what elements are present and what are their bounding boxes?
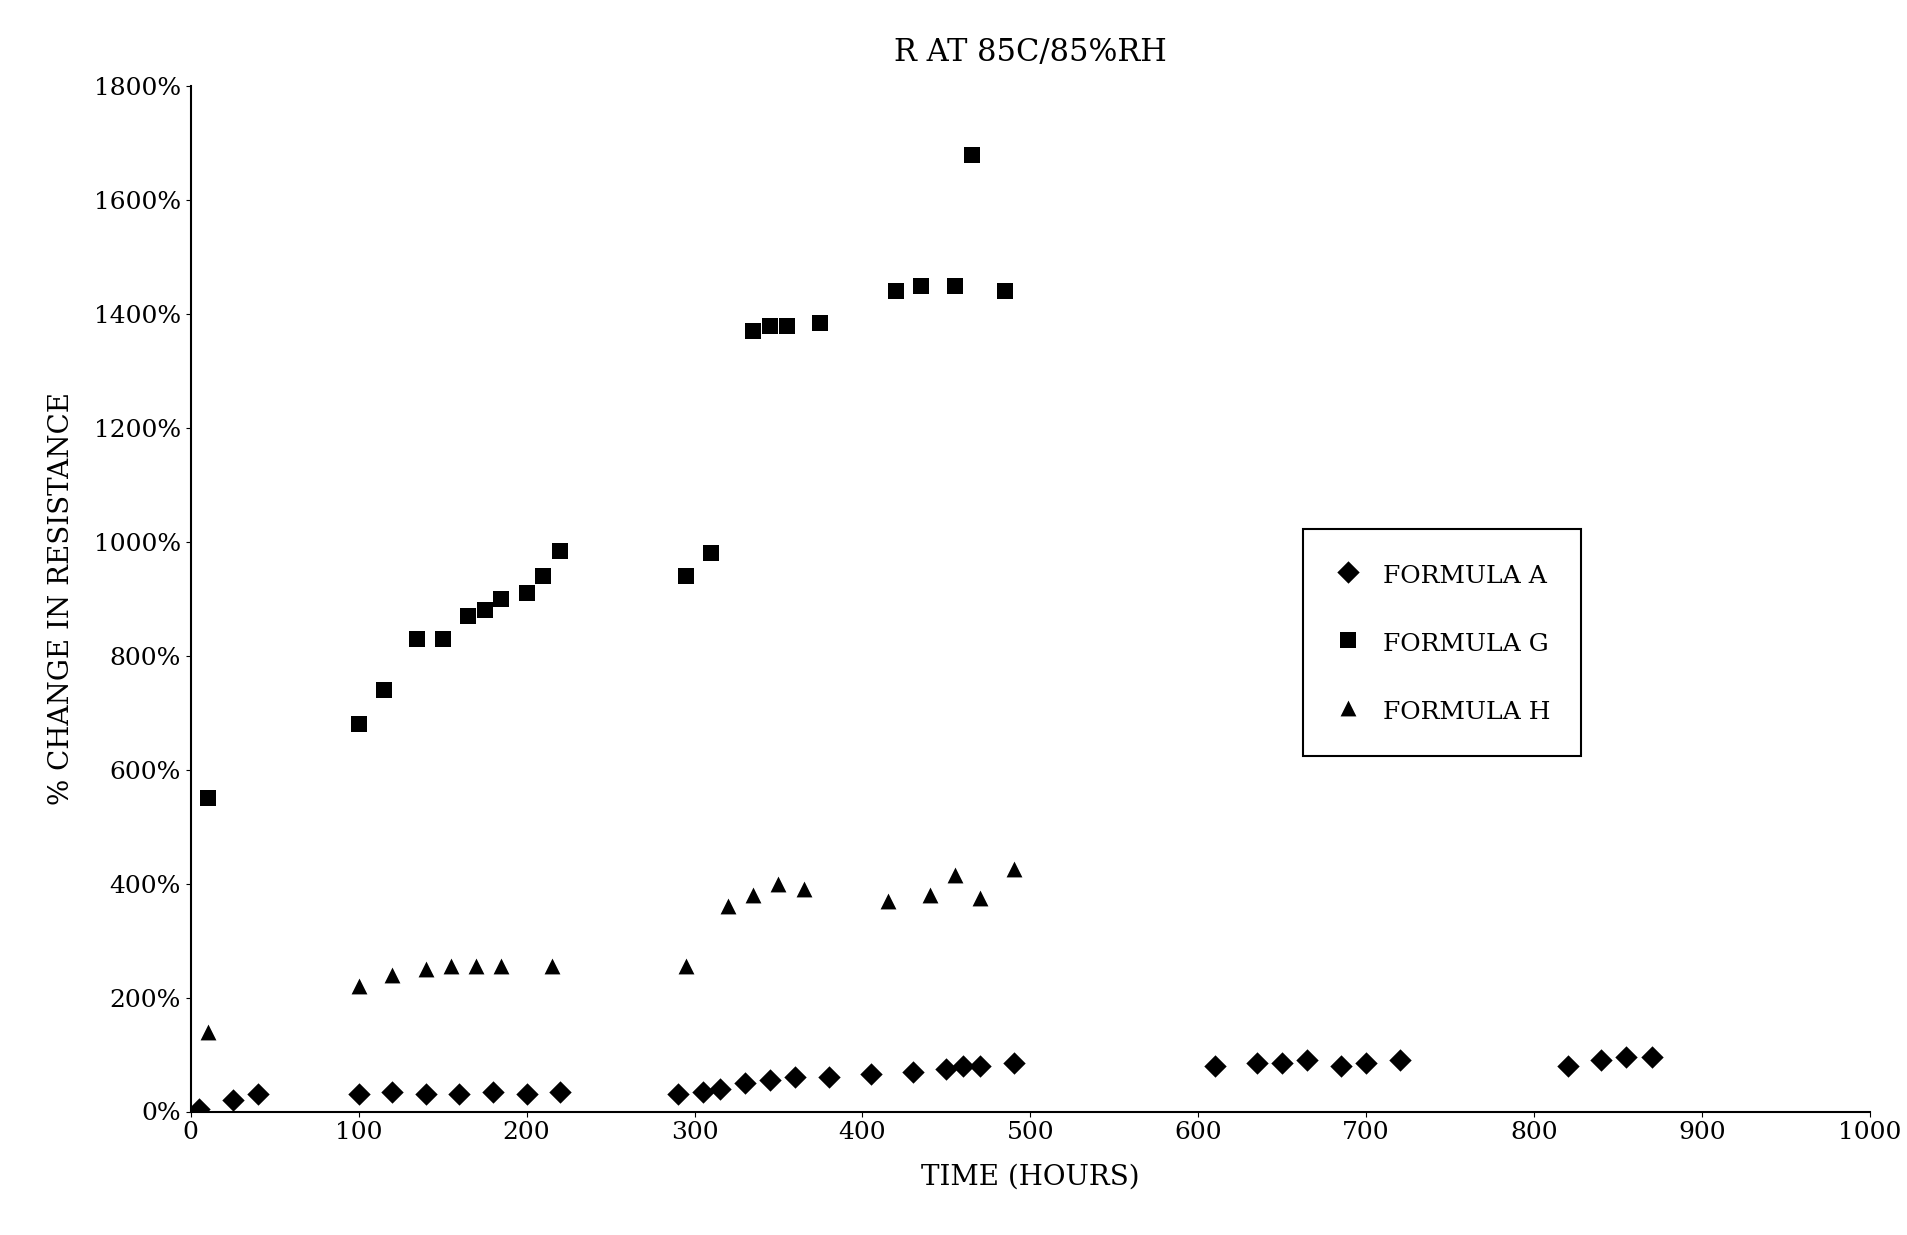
FORMULA A	[728, 1073, 759, 1093]
FORMULA H	[378, 965, 408, 984]
FORMULA H	[486, 956, 517, 976]
FORMULA G	[906, 275, 936, 295]
FORMULA A	[1585, 1050, 1615, 1070]
FORMULA A	[410, 1084, 441, 1104]
FORMULA H	[435, 956, 465, 976]
Legend: FORMULA A, FORMULA G, FORMULA H: FORMULA A, FORMULA G, FORMULA H	[1302, 530, 1579, 756]
FORMULA H	[965, 888, 995, 908]
FORMULA A	[687, 1082, 717, 1102]
FORMULA A	[1241, 1053, 1272, 1073]
FORMULA A	[343, 1084, 374, 1104]
FORMULA G	[402, 629, 433, 648]
FORMULA A	[242, 1084, 273, 1104]
Title: R AT 85C/85%RH: R AT 85C/85%RH	[894, 37, 1165, 68]
FORMULA A	[378, 1082, 408, 1102]
FORMULA A	[1325, 1056, 1356, 1076]
FORMULA A	[444, 1084, 475, 1104]
FORMULA G	[511, 583, 542, 603]
FORMULA G	[671, 567, 702, 587]
FORMULA H	[763, 874, 793, 894]
FORMULA G	[427, 629, 458, 648]
FORMULA A	[217, 1091, 248, 1110]
FORMULA A	[1552, 1056, 1583, 1076]
FORMULA G	[368, 680, 399, 700]
FORMULA A	[931, 1058, 961, 1078]
FORMULA H	[997, 860, 1028, 879]
FORMULA G	[990, 282, 1020, 301]
FORMULA A	[948, 1056, 978, 1076]
FORMULA H	[871, 890, 902, 910]
FORMULA G	[755, 316, 786, 336]
FORMULA A	[997, 1053, 1028, 1073]
FORMULA A	[511, 1084, 542, 1104]
FORMULA A	[183, 1099, 214, 1119]
FORMULA A	[1636, 1047, 1667, 1067]
FORMULA H	[193, 1021, 223, 1041]
FORMULA A	[1610, 1047, 1640, 1067]
FORMULA G	[938, 275, 969, 295]
FORMULA A	[662, 1084, 692, 1104]
FORMULA A	[1200, 1056, 1230, 1076]
FORMULA A	[812, 1067, 843, 1087]
FORMULA G	[193, 788, 223, 808]
FORMULA H	[713, 897, 744, 916]
FORMULA A	[704, 1079, 734, 1099]
FORMULA G	[881, 282, 912, 301]
FORMULA A	[1291, 1050, 1322, 1070]
FORMULA A	[780, 1067, 810, 1087]
FORMULA A	[1350, 1053, 1381, 1073]
FORMULA H	[343, 977, 374, 997]
FORMULA G	[805, 312, 835, 332]
FORMULA H	[671, 956, 702, 976]
FORMULA G	[545, 541, 576, 561]
FORMULA G	[486, 589, 517, 609]
FORMULA G	[469, 600, 500, 620]
FORMULA H	[738, 885, 769, 905]
FORMULA G	[452, 606, 482, 626]
FORMULA G	[955, 144, 986, 164]
FORMULA G	[343, 714, 374, 734]
FORMULA H	[913, 885, 944, 905]
FORMULA G	[528, 567, 559, 587]
FORMULA H	[536, 956, 566, 976]
FORMULA A	[1384, 1050, 1415, 1070]
Y-axis label: % CHANGE IN RESISTANCE: % CHANGE IN RESISTANCE	[48, 393, 74, 805]
FORMULA G	[738, 321, 769, 341]
FORMULA A	[896, 1062, 927, 1082]
FORMULA A	[965, 1056, 995, 1076]
FORMULA G	[770, 316, 801, 336]
FORMULA G	[696, 543, 727, 563]
FORMULA A	[545, 1082, 576, 1102]
FORMULA H	[938, 866, 969, 885]
FORMULA A	[854, 1065, 885, 1084]
FORMULA A	[1266, 1053, 1297, 1073]
FORMULA A	[755, 1071, 786, 1091]
FORMULA A	[477, 1082, 507, 1102]
FORMULA H	[788, 879, 818, 899]
FORMULA H	[461, 956, 492, 976]
X-axis label: TIME (HOURS): TIME (HOURS)	[921, 1163, 1138, 1191]
FORMULA H	[410, 960, 441, 979]
